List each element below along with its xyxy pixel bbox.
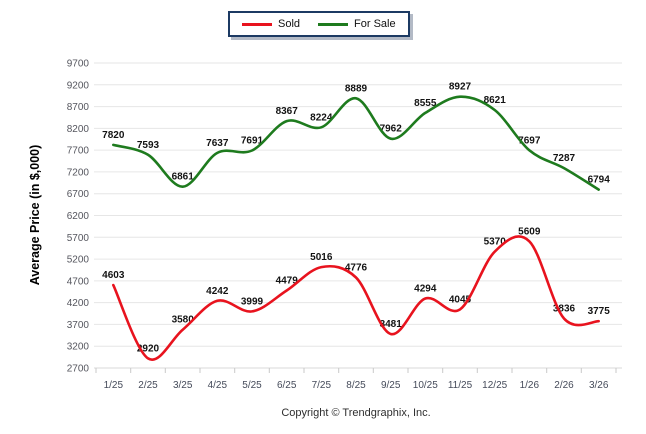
legend-label-for-sale: For Sale [354,18,396,30]
data-label: 3481 [380,319,403,330]
series-line-sold [112,235,600,361]
y-tick-label: 8700 [67,102,90,113]
x-tick-label: 12/25 [482,380,507,391]
data-label: 8555 [414,98,437,109]
y-tick-label: 7700 [67,146,90,157]
legend-item-for-sale: For Sale [318,18,396,30]
x-tick-label: 11/25 [448,380,473,391]
data-label: 7697 [518,135,541,146]
copyright-text: Copyright © Trendgraphix, Inc. [281,407,431,419]
data-label: 5016 [310,252,333,263]
x-tick-label: 3/25 [173,380,193,391]
data-label: 8889 [345,83,368,94]
x-tick-label: 6/25 [277,380,297,391]
data-label: 5370 [484,237,507,248]
data-label: 3836 [553,304,576,315]
x-tick-label: 5/25 [242,380,262,391]
data-label: 4045 [449,294,472,305]
y-axis-title: Average Price (in $,000) [28,144,42,286]
y-tick-label: 5200 [67,255,90,266]
sold-line-swatch-icon [242,22,272,26]
data-label: 3580 [172,315,195,326]
x-tick-label: 7/25 [312,380,332,391]
y-tick-label: 8200 [67,124,90,135]
x-tick-label: 10/25 [413,380,438,391]
data-label: 2920 [137,343,160,354]
y-tick-label: 3700 [67,320,90,331]
legend-item-sold: Sold [242,18,300,30]
y-tick-label: 4700 [67,276,90,287]
y-tick-label: 9700 [67,59,90,70]
y-tick-label: 6200 [67,211,90,222]
y-tick-label: 5700 [67,233,90,244]
data-label: 4242 [206,286,229,297]
y-tick-label: 9200 [67,80,90,91]
data-label: 4776 [345,263,368,274]
data-label: 7820 [102,130,125,141]
data-label: 7962 [380,124,403,135]
data-label: 4294 [414,284,437,295]
data-label: 7637 [206,138,229,149]
y-tick-label: 7200 [67,167,90,178]
y-tick-label: 3200 [67,342,90,353]
legend-label-sold: Sold [278,18,301,30]
data-label: 8367 [276,106,299,117]
x-tick-label: 8/25 [346,380,366,391]
x-tick-label: 1/26 [520,380,540,391]
data-label: 4479 [276,276,299,287]
data-label: 8224 [310,112,333,123]
y-tick-label: 6700 [67,189,90,200]
data-label: 3999 [241,296,264,307]
data-label: 3775 [588,306,611,317]
for-sale-line-swatch-icon [318,22,349,26]
data-label: 7691 [241,136,264,147]
data-label: 8927 [449,82,472,93]
x-tick-label: 1/25 [104,380,124,391]
x-tick-label: 2/25 [138,380,158,391]
data-label: 6794 [588,175,611,186]
x-tick-label: 4/25 [208,380,228,391]
data-label: 7287 [553,153,576,164]
data-label: 7593 [137,140,160,151]
legend: Sold For Sale [228,11,410,37]
series-line-for-sale [112,95,600,191]
data-label: 6861 [172,172,195,183]
x-tick-label: 9/25 [381,380,401,391]
y-tick-label: 2700 [67,364,90,375]
x-tick-label: 2/26 [554,380,574,391]
y-tick-label: 4200 [67,298,90,309]
x-tick-label: 3/26 [589,380,609,391]
data-label: 4603 [102,270,125,281]
data-label: 8621 [484,95,507,106]
data-label: 5609 [518,226,541,237]
